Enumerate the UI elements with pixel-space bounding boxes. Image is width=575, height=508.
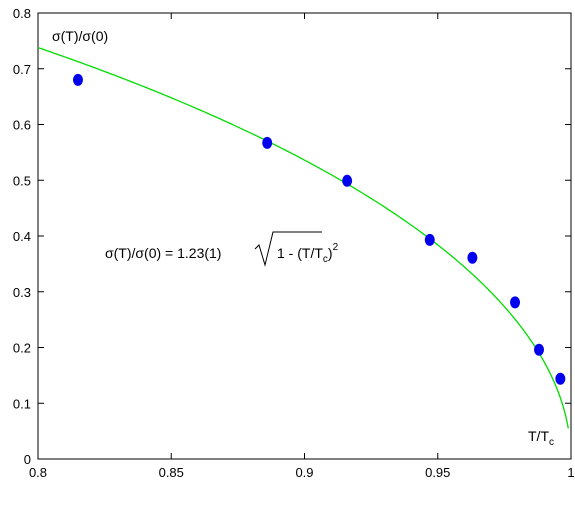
- x-tick-label: 0.85: [159, 465, 184, 480]
- y-tick-label: 0.1: [13, 396, 31, 411]
- x-tick-label: 0.9: [295, 465, 313, 480]
- data-point: [424, 233, 435, 246]
- data-point: [534, 343, 545, 356]
- data-point: [262, 136, 273, 149]
- y-tick-label: 0.4: [13, 229, 31, 244]
- plot-frame: [37, 12, 572, 460]
- ticks: [37, 12, 572, 460]
- y-tick-label: 0.5: [13, 173, 31, 188]
- data-point: [342, 174, 353, 187]
- tick-labels: 0.8 0.85 0.9 0.95 1 0 0.1 0.2 0.3 0.4 0.5 0.6 0.7 0.8: [13, 6, 575, 480]
- x-axis-title: T/Tc: [528, 428, 554, 448]
- data-point: [72, 73, 83, 86]
- fit-curve: [37, 46, 569, 429]
- data-point: [555, 372, 566, 385]
- x-tick-label: 1: [567, 465, 574, 480]
- y-tick-label: 0: [24, 452, 31, 467]
- x-axis-title-subscript: c: [549, 437, 554, 448]
- formula-radicand-close: ): [328, 245, 333, 261]
- y-tick-label: 0.3: [13, 285, 31, 300]
- fit-formula: σ(T)/σ(0) = 1.23(1) 1 - (T/Tc)2: [105, 231, 339, 267]
- x-tick-label: 0.95: [425, 465, 450, 480]
- x-axis-title-main: T/T: [528, 428, 549, 444]
- formula-radicand-exponent: 2: [333, 242, 339, 253]
- y-axis-title: σ(T)/σ(0): [52, 28, 108, 44]
- formula-radicand-subscript: c: [323, 254, 328, 265]
- x-tick-label: 0.8: [29, 465, 47, 480]
- formula-radical-sign: [254, 231, 322, 267]
- data-points: [72, 73, 566, 385]
- y-tick-label: 0.2: [13, 341, 31, 356]
- y-tick-label: 0.6: [13, 118, 31, 133]
- data-point: [510, 296, 521, 309]
- data-point: [467, 251, 478, 264]
- formula-prefix: σ(T)/σ(0) = 1.23(1): [105, 245, 221, 261]
- y-tick-label: 0.8: [13, 6, 31, 21]
- formula-radicand-main: 1 - (T/T: [277, 245, 323, 261]
- formula-radicand: 1 - (T/Tc)2: [277, 242, 339, 265]
- y-tick-label: 0.7: [13, 62, 31, 77]
